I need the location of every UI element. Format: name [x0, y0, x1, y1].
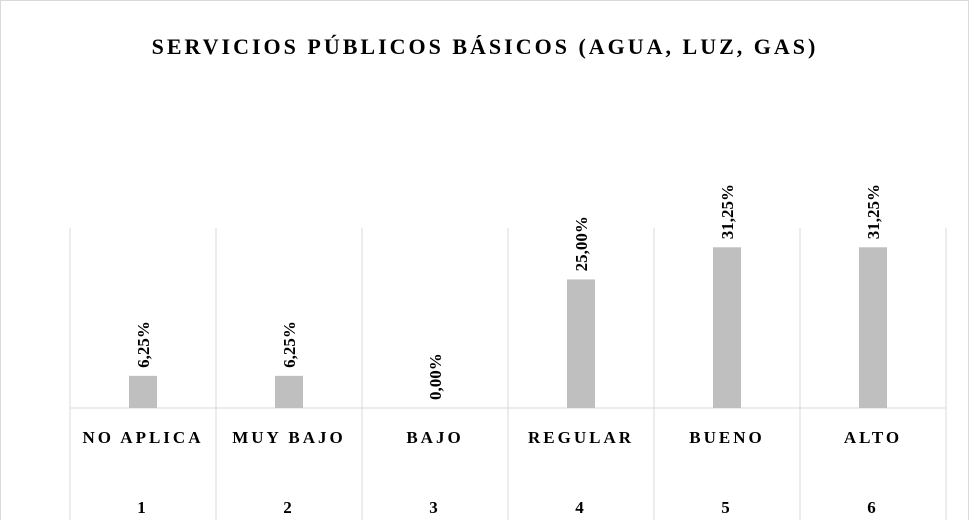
x-tick-label: ALTO: [843, 428, 903, 447]
x-tick-label: REGULAR: [527, 428, 634, 447]
x-tick-label: NO APLICA: [82, 428, 204, 447]
x-tick-code: 3: [429, 498, 441, 517]
chart-title: SERVICIOS PÚBLICOS BÁSICOS (AGUA, LUZ, G…: [151, 34, 819, 59]
x-tick-label: BAJO: [406, 428, 464, 447]
bar: [567, 279, 595, 408]
value-label: 6,25%: [134, 321, 153, 368]
x-tick-label: BUENO: [689, 428, 765, 447]
x-tick-code: 1: [137, 498, 149, 517]
value-label: 31,25%: [864, 184, 883, 239]
x-tick-label: MUY BAJO: [232, 428, 346, 447]
bar: [129, 375, 157, 408]
x-tick-code: 6: [867, 498, 879, 517]
value-label: 0,00%: [426, 353, 445, 400]
x-tick-code: 5: [721, 498, 733, 517]
bar: [859, 247, 887, 408]
bar: [713, 247, 741, 408]
value-label: 31,25%: [718, 184, 737, 239]
value-label: 6,25%: [280, 321, 299, 368]
bar: [275, 375, 303, 408]
value-label: 25,00%: [572, 216, 591, 271]
x-tick-code: 2: [283, 498, 295, 517]
x-tick-code: 4: [575, 498, 587, 517]
